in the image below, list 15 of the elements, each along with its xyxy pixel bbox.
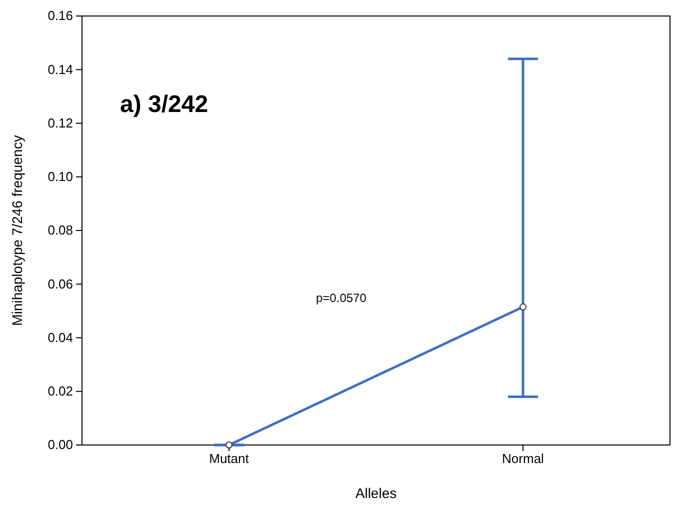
x-tick-label: Mutant <box>209 451 250 466</box>
annotation: a) 3/242 <box>120 91 208 118</box>
y-tick-label: 0.02 <box>48 384 73 399</box>
x-tick-label: Normal <box>502 451 544 466</box>
y-axis-title: Minihaplotype 7/246 frequency <box>9 135 25 326</box>
y-tick-label: 0.00 <box>48 437 73 452</box>
y-tick-label: 0.04 <box>48 330 73 345</box>
y-tick-label: 0.06 <box>48 276 73 292</box>
y-tick-label: 0.14 <box>48 62 73 77</box>
x-axis-title: Alleles <box>355 485 397 501</box>
y-tick-label: 0.12 <box>48 115 73 130</box>
annotation: p=0.0570 <box>316 291 367 305</box>
y-tick-label: 0.16 <box>48 8 73 24</box>
y-tick-label: 0.08 <box>48 222 73 238</box>
y-tick-label: 0.10 <box>48 169 73 184</box>
